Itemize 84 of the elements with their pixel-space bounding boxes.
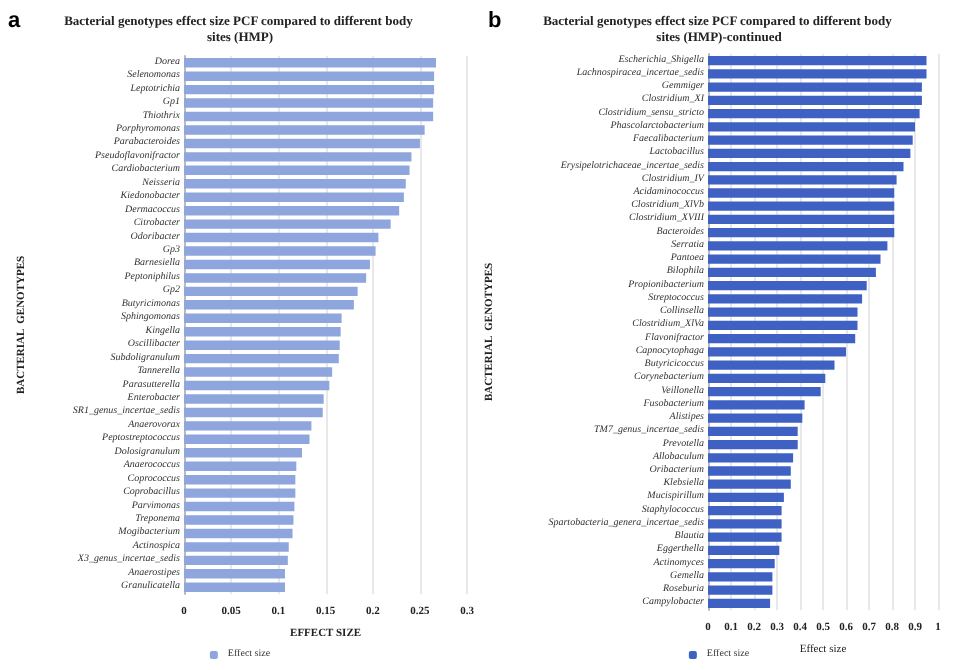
bar <box>708 320 858 331</box>
bar <box>184 488 296 498</box>
bar <box>184 84 435 95</box>
bar <box>708 347 846 357</box>
bar <box>184 448 302 458</box>
bar <box>708 95 922 105</box>
bar <box>708 413 803 423</box>
bar <box>708 506 782 516</box>
bar <box>184 367 333 377</box>
text: b <box>488 9 502 33</box>
bar <box>708 479 791 489</box>
bar <box>184 300 354 310</box>
bar <box>184 327 341 337</box>
bar <box>708 201 895 211</box>
bar <box>708 214 895 225</box>
bar <box>184 434 310 445</box>
bar <box>184 340 340 350</box>
bar <box>184 273 367 283</box>
bar <box>708 519 782 529</box>
bar <box>184 528 293 539</box>
bar <box>708 148 911 158</box>
bar <box>184 205 400 216</box>
bar <box>708 188 895 198</box>
bar <box>708 453 794 463</box>
bar <box>184 165 410 176</box>
bar <box>184 353 339 364</box>
bar <box>184 111 434 122</box>
bar <box>708 532 782 542</box>
bar <box>708 466 791 476</box>
bar <box>708 267 876 278</box>
bar <box>184 219 391 229</box>
bar <box>184 138 420 149</box>
bar <box>184 542 289 552</box>
bar <box>184 394 324 404</box>
bar <box>184 461 297 471</box>
bar <box>184 232 379 243</box>
bar <box>708 254 881 264</box>
bar <box>184 555 288 566</box>
bar <box>184 125 425 135</box>
bar <box>184 569 285 579</box>
bar <box>708 492 784 503</box>
bar <box>708 82 922 92</box>
bar <box>708 373 826 383</box>
bar <box>708 585 773 595</box>
bar <box>184 98 434 108</box>
bar <box>184 582 285 592</box>
bar <box>708 598 771 609</box>
bar <box>184 71 435 81</box>
bar <box>708 175 897 185</box>
bar <box>184 421 312 431</box>
bar <box>708 241 888 251</box>
bar <box>708 439 798 450</box>
bar <box>184 474 296 485</box>
bar <box>184 501 295 512</box>
bar <box>708 122 915 132</box>
bar <box>708 135 913 145</box>
bar <box>184 246 376 256</box>
bar <box>708 55 927 66</box>
bar <box>708 572 773 582</box>
bar <box>184 407 323 418</box>
bar <box>708 559 775 569</box>
bar <box>708 294 863 304</box>
bar <box>708 360 835 370</box>
bar <box>184 152 412 162</box>
bar <box>708 307 858 317</box>
bar <box>708 426 798 436</box>
bar <box>708 545 780 556</box>
bar <box>708 333 856 344</box>
bar <box>708 69 927 79</box>
bar <box>184 192 404 202</box>
bar <box>708 386 821 397</box>
bar <box>184 380 330 391</box>
bar <box>184 58 436 68</box>
bar <box>708 281 867 291</box>
bar <box>708 228 895 238</box>
bar <box>184 313 342 323</box>
bar <box>184 259 370 270</box>
text: a <box>8 9 22 33</box>
bar <box>708 400 805 410</box>
bar <box>708 161 904 172</box>
bar <box>184 286 358 297</box>
bar <box>184 515 294 525</box>
bar <box>184 179 406 189</box>
bar <box>708 108 920 119</box>
